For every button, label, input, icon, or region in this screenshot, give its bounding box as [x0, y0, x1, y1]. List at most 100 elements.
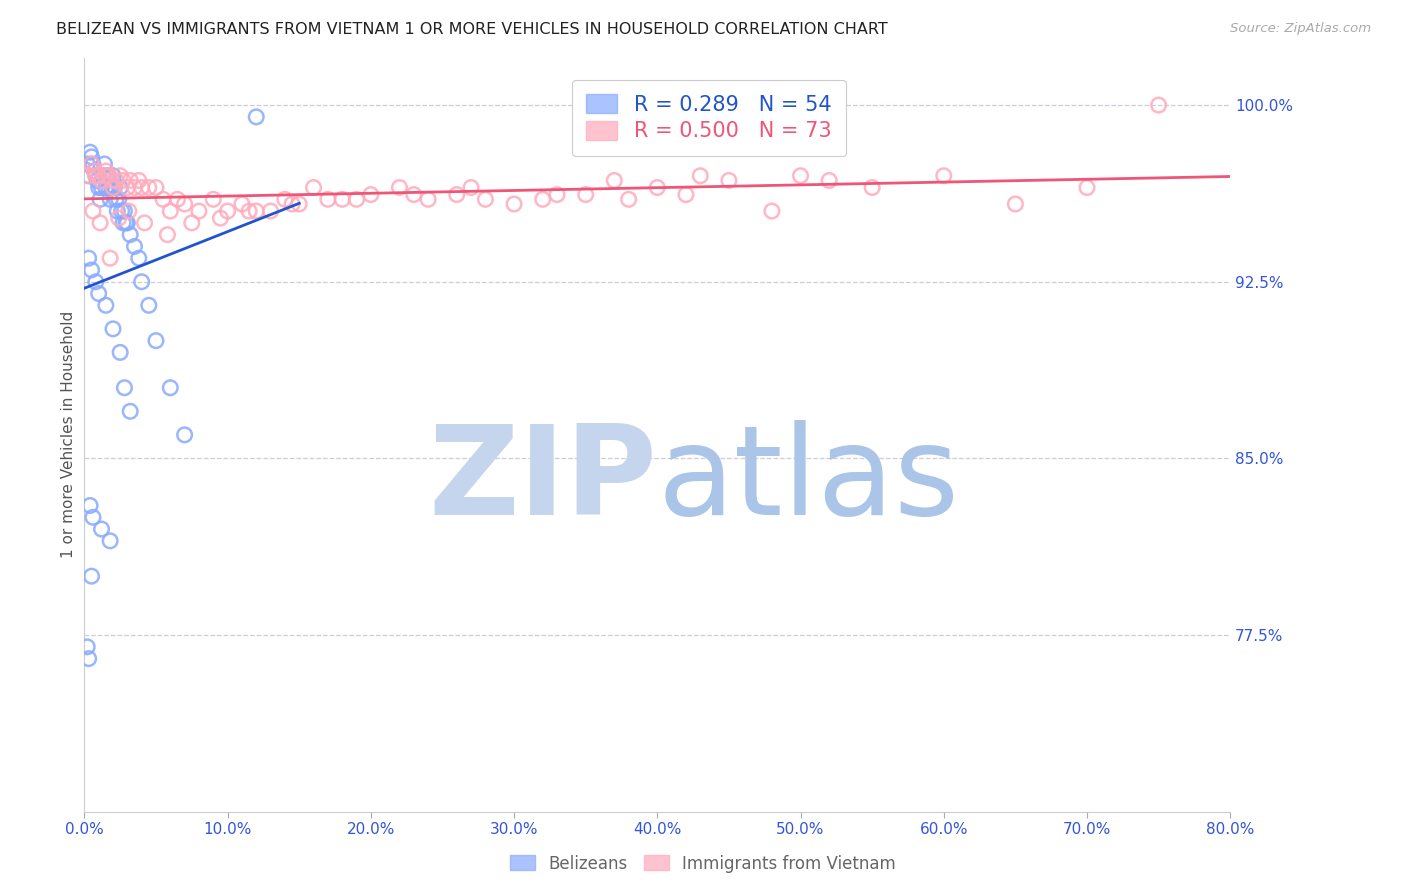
Point: [1147, 98, 1170, 112]
Point: [117, 180, 139, 194]
Point: [94, 298, 117, 312]
Point: [166, 192, 188, 206]
Point: [217, 204, 239, 219]
Point: [818, 173, 841, 187]
Point: [131, 275, 153, 289]
Point: [575, 187, 598, 202]
Point: [97, 180, 120, 194]
Point: [77, 651, 100, 665]
Point: [90, 522, 112, 536]
Point: [159, 204, 181, 219]
Legend: Belizeans, Immigrants from Vietnam: Belizeans, Immigrants from Vietnam: [503, 848, 903, 880]
Point: [138, 180, 160, 194]
Point: [94, 180, 117, 194]
Point: [316, 192, 339, 206]
Point: [98, 192, 121, 206]
Point: [90, 173, 112, 187]
Point: [89, 216, 111, 230]
Point: [76, 640, 98, 654]
Text: ZIP: ZIP: [429, 419, 658, 541]
Point: [173, 427, 195, 442]
Point: [82, 157, 104, 171]
Point: [80, 263, 103, 277]
Point: [79, 145, 101, 160]
Point: [274, 192, 297, 206]
Point: [117, 216, 139, 230]
Legend: R = 0.289   N = 54, R = 0.500   N = 73: R = 0.289 N = 54, R = 0.500 N = 73: [571, 79, 846, 156]
Point: [131, 180, 153, 194]
Point: [302, 180, 325, 194]
Point: [120, 404, 142, 418]
Point: [84, 169, 107, 183]
Point: [118, 204, 141, 219]
Point: [87, 286, 110, 301]
Point: [124, 239, 146, 253]
Point: [89, 192, 111, 206]
Point: [617, 192, 640, 206]
Point: [689, 169, 711, 183]
Point: [84, 275, 107, 289]
Point: [98, 251, 121, 265]
Point: [418, 192, 440, 206]
Point: [1076, 180, 1098, 194]
Point: [79, 499, 101, 513]
Point: [76, 157, 98, 171]
Point: [83, 164, 105, 178]
Point: [245, 110, 267, 124]
Point: [112, 173, 135, 187]
Point: [90, 180, 112, 194]
Point: [145, 180, 167, 194]
Point: [96, 169, 118, 183]
Point: [93, 157, 115, 171]
Point: [346, 192, 368, 206]
Point: [531, 192, 554, 206]
Point: [202, 192, 225, 206]
Point: [84, 169, 107, 183]
Point: [546, 187, 568, 202]
Point: [446, 187, 468, 202]
Point: [83, 164, 105, 178]
Point: [360, 187, 382, 202]
Point: [91, 169, 114, 183]
Point: [789, 169, 811, 183]
Point: [104, 173, 127, 187]
Point: [77, 251, 100, 265]
Point: [388, 180, 411, 194]
Point: [860, 180, 883, 194]
Point: [104, 192, 127, 206]
Point: [259, 204, 281, 219]
Point: [120, 227, 142, 242]
Point: [761, 204, 783, 219]
Point: [93, 169, 115, 183]
Point: [503, 197, 526, 211]
Point: [281, 197, 304, 211]
Point: [77, 169, 100, 183]
Point: [474, 192, 496, 206]
Point: [330, 192, 353, 206]
Point: [156, 227, 179, 242]
Point: [1004, 197, 1026, 211]
Point: [288, 197, 311, 211]
Point: [108, 169, 131, 183]
Point: [159, 381, 181, 395]
Point: [101, 180, 124, 194]
Point: [114, 204, 136, 219]
Point: [101, 169, 124, 183]
Point: [94, 164, 117, 178]
Point: [173, 197, 195, 211]
Point: [120, 173, 142, 187]
Point: [107, 192, 129, 206]
Point: [101, 322, 124, 336]
Point: [82, 204, 104, 219]
Point: [402, 187, 425, 202]
Point: [145, 334, 167, 348]
Point: [105, 204, 128, 219]
Point: [108, 180, 131, 194]
Point: [80, 150, 103, 164]
Point: [82, 510, 104, 524]
Point: [460, 180, 482, 194]
Point: [128, 251, 150, 265]
Point: [188, 204, 211, 219]
Point: [138, 298, 160, 312]
Point: [675, 187, 697, 202]
